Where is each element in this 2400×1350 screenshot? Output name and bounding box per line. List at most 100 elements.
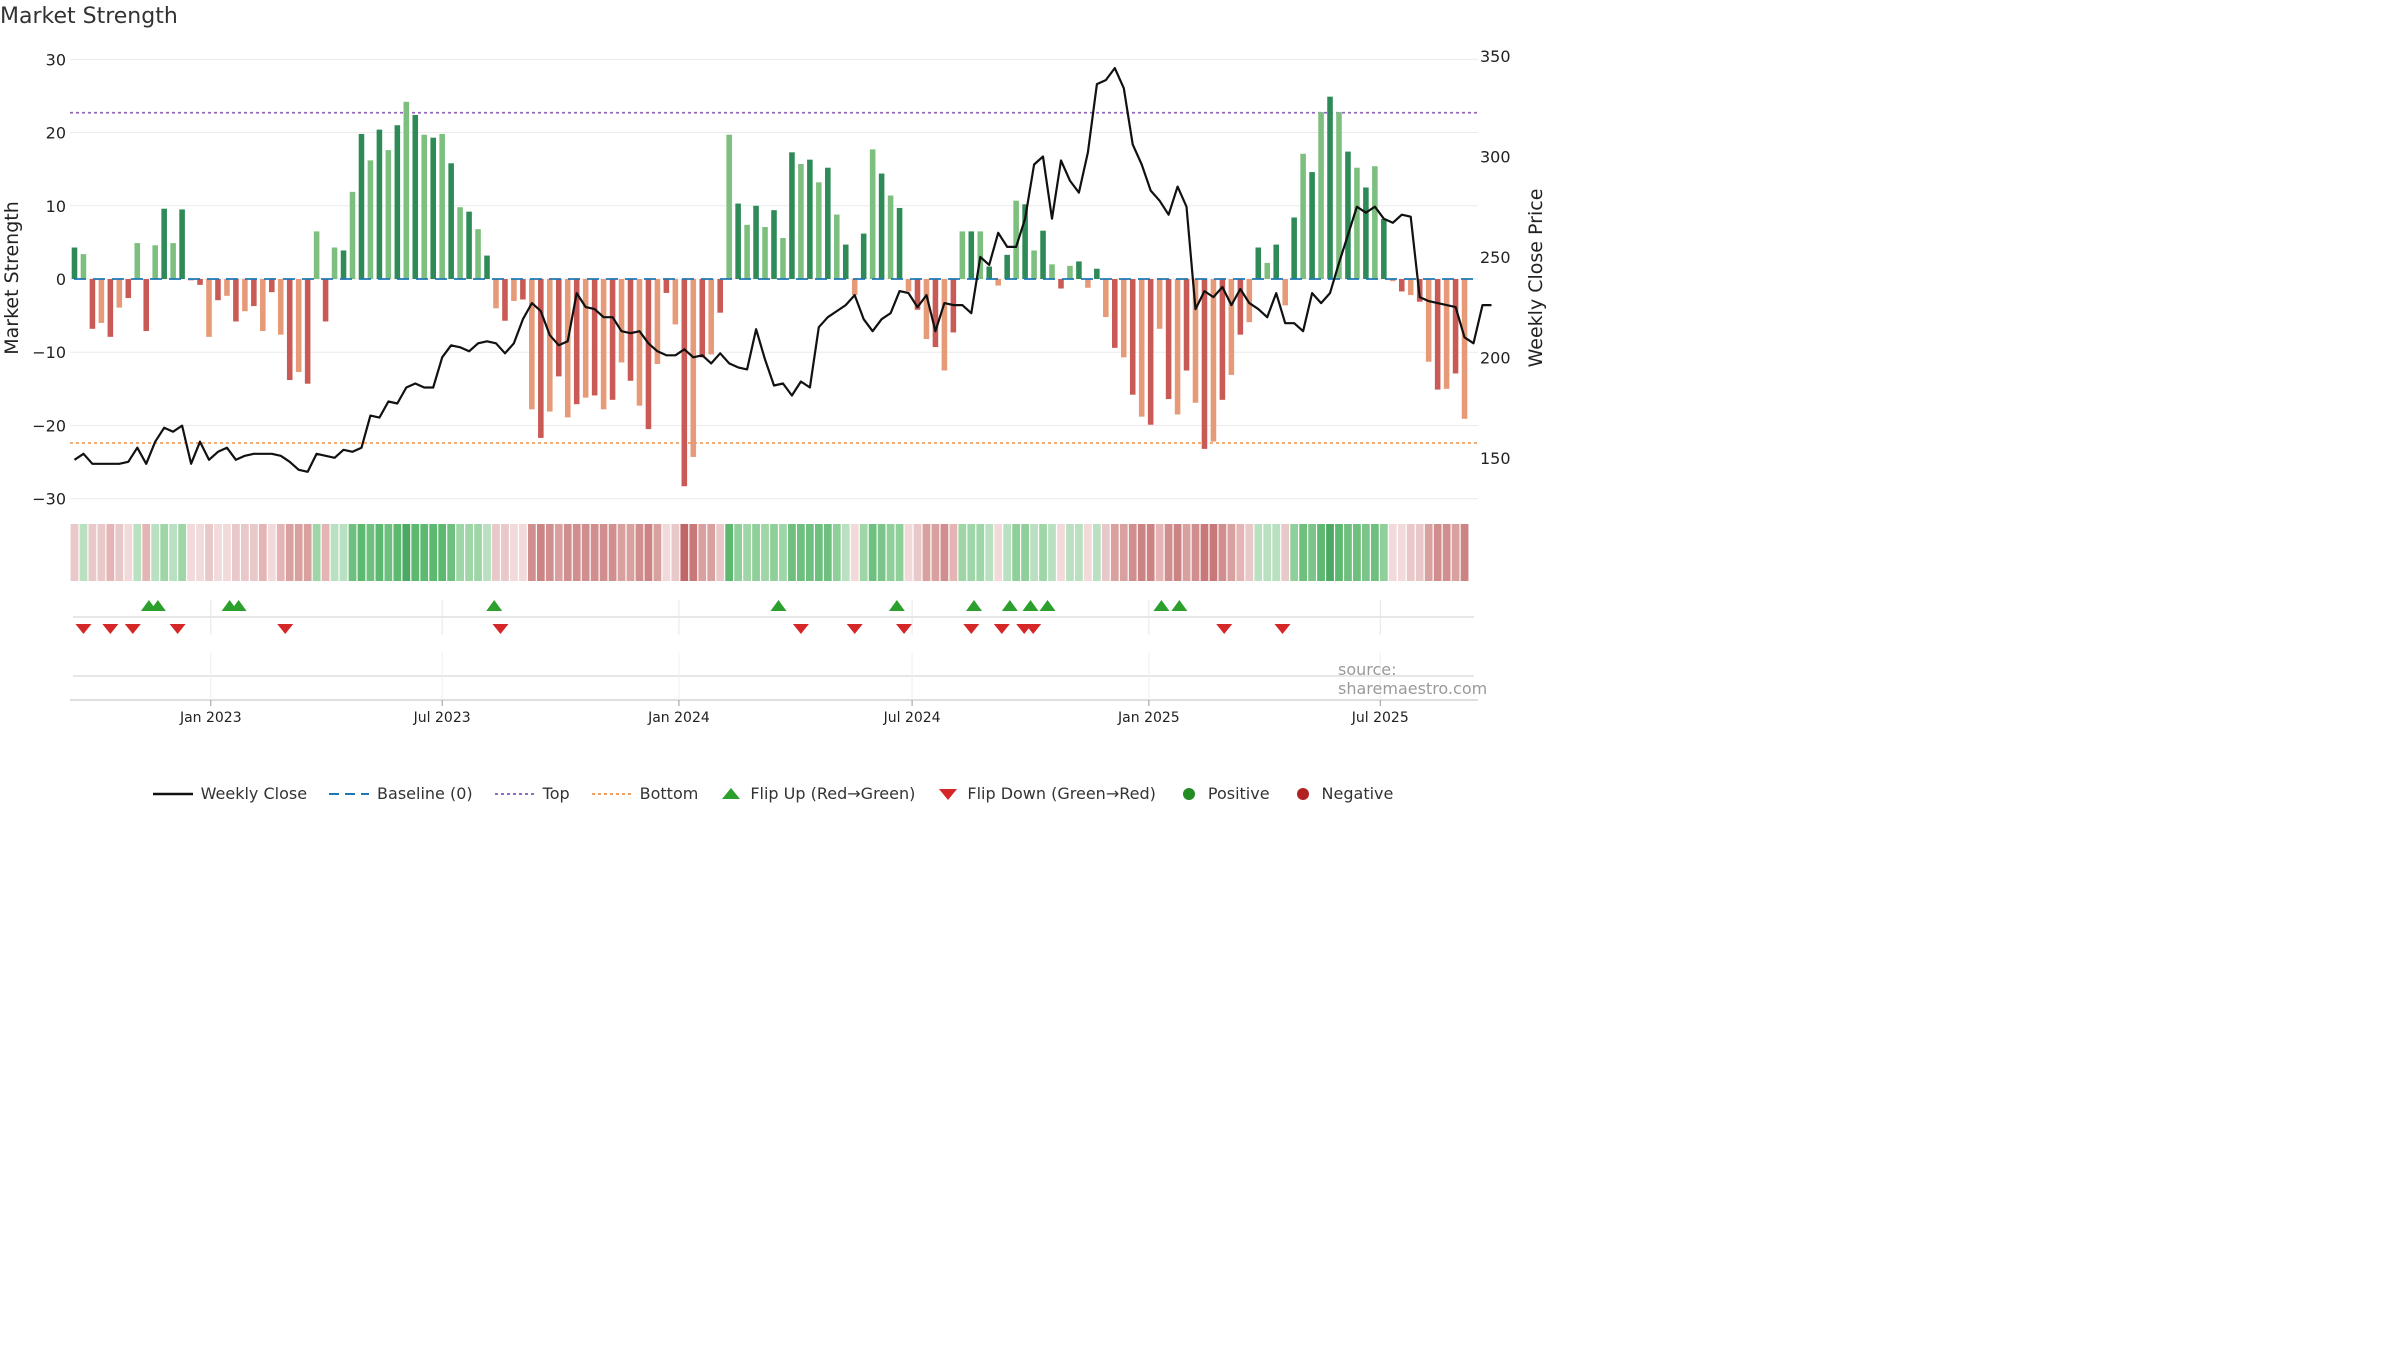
strength-bar: [753, 205, 759, 279]
legend-item-baseline[interactable]: Baseline (0): [329, 784, 473, 803]
strength-bar: [932, 279, 939, 348]
strip-cell: [1182, 524, 1191, 581]
triangle-up-icon: [722, 787, 741, 799]
strength-bar: [968, 231, 975, 279]
flip-down-marker: [993, 624, 1010, 634]
strength-bar: [995, 279, 1001, 286]
strength-bar: [1336, 112, 1342, 279]
strength-bar: [807, 159, 813, 279]
strip-cell: [402, 524, 411, 581]
strength-bar: [502, 279, 508, 321]
strength-bar: [1237, 279, 1244, 335]
strength-bar: [304, 279, 311, 384]
strength-bar: [1461, 279, 1468, 419]
strip-cell: [653, 524, 662, 581]
strip-cell: [420, 524, 429, 581]
strip-cell: [805, 524, 814, 581]
strength-bar: [170, 243, 176, 279]
strength-bar: [493, 279, 499, 309]
strip-cell: [187, 524, 195, 581]
strip-cell: [1164, 524, 1173, 581]
strip-cell: [581, 524, 590, 581]
strength-bar: [717, 279, 723, 313]
strip-cell: [223, 524, 231, 581]
strip-cell: [752, 524, 760, 581]
flip-up-marker: [965, 600, 982, 611]
y-axis-label: Market Strength: [1, 201, 23, 355]
strength-bar: [977, 231, 984, 279]
strip-cell: [312, 524, 321, 581]
strength-bar: [457, 207, 463, 279]
strip-cell: [1290, 524, 1299, 581]
flip-down-marker: [1216, 624, 1233, 634]
strip-cell: [644, 524, 653, 581]
strip-cell: [770, 524, 778, 581]
strip-cell: [1092, 524, 1101, 581]
strip-cell: [178, 524, 186, 581]
strip-cell: [214, 524, 222, 581]
legend-item-positive[interactable]: Positive: [1178, 784, 1270, 803]
strength-bar: [197, 279, 203, 285]
legend-item-price[interactable]: Weekly Close: [152, 784, 307, 803]
strength-bar: [313, 231, 320, 279]
legend-dash-icon: [329, 792, 370, 795]
legend-label: Negative: [1321, 784, 1394, 803]
strip-cell: [339, 524, 348, 581]
strip-cell: [1057, 524, 1065, 581]
strip-cell: [1451, 524, 1460, 581]
legend-item-flip-down[interactable]: Flip Down (Green→Red): [937, 784, 1156, 803]
legend-label: Baseline (0): [377, 784, 473, 803]
strength-bar: [816, 182, 822, 279]
strip-cell: [1388, 524, 1397, 581]
strip-cell: [554, 524, 563, 581]
strip-cell: [913, 524, 922, 581]
strength-bar: [1363, 187, 1369, 279]
strength-bar: [331, 247, 338, 279]
strength-bar: [896, 207, 903, 279]
strip-cell: [994, 524, 1003, 581]
strip-cell: [240, 524, 249, 581]
legend-item-flip-up[interactable]: Flip Up (Red→Green): [720, 784, 915, 803]
strength-bar: [224, 279, 230, 296]
legend-item-negative[interactable]: Negative: [1292, 784, 1394, 803]
strength-bar: [1381, 218, 1387, 279]
strip-cell: [949, 524, 958, 581]
strength-bar: [1004, 254, 1010, 279]
strength-bar: [663, 279, 670, 293]
strength-bar: [1219, 279, 1226, 400]
price-line-layer: [73, 66, 1492, 473]
strength-bar: [484, 255, 490, 279]
strip-cell: [267, 524, 276, 581]
y-tick-label: −20: [32, 416, 66, 435]
strip-cell: [483, 524, 491, 581]
strip-cell: [967, 524, 976, 581]
strength-bar: [1031, 250, 1037, 279]
strength-bar: [1264, 262, 1271, 279]
strip-cell: [985, 524, 994, 581]
strength-bar: [1407, 279, 1414, 296]
strength-bar: [923, 279, 930, 340]
strength-bar: [1309, 172, 1315, 279]
strength-bar: [564, 279, 571, 418]
strip-cell: [823, 524, 832, 581]
page-title: Market Strength: [0, 4, 178, 29]
y-tick-label: 0: [56, 270, 66, 289]
strength-bar: [735, 203, 741, 279]
strength-bar: [1354, 167, 1360, 279]
legend-item-top[interactable]: Top: [494, 784, 570, 803]
y-tick-label: −10: [32, 343, 66, 362]
strength-bar: [986, 266, 993, 279]
strip-cell: [79, 524, 88, 581]
strip-cell: [1012, 524, 1021, 581]
strength-bar: [833, 214, 840, 279]
legend-item-bottom[interactable]: Bottom: [591, 784, 698, 803]
strip-cell: [196, 524, 204, 581]
strip-cell: [115, 524, 124, 581]
y-axis-left: 30 20 10 0 −10 −20 −30: [32, 50, 66, 508]
strip-cell: [133, 524, 142, 581]
strength-bar: [914, 279, 921, 310]
strength-bar: [538, 279, 544, 438]
strength-bar: [600, 279, 607, 410]
strip-cell: [1066, 524, 1074, 581]
strength-bar: [851, 279, 858, 296]
